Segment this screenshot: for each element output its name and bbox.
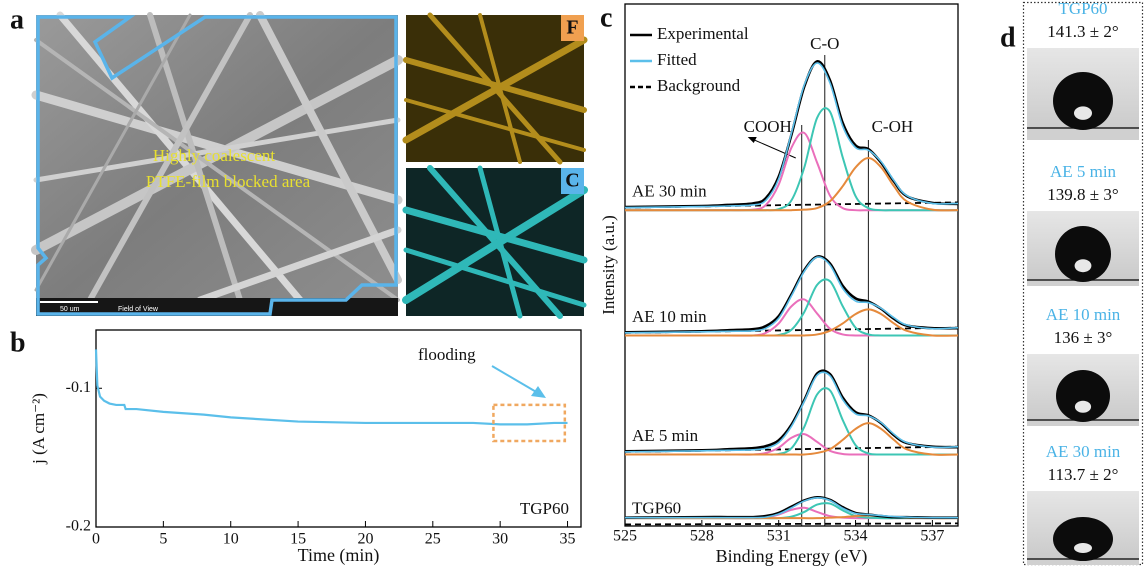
scale-bar-label: 50 um	[60, 306, 80, 313]
x-tick-label: 0	[92, 531, 100, 548]
sample-name: AE 5 min	[1050, 162, 1117, 181]
x-tick-label: 30	[492, 531, 508, 548]
background-line	[625, 523, 958, 524]
droplet	[1055, 226, 1111, 282]
component-label: COOH	[744, 117, 792, 136]
panel-label: d	[1000, 22, 1016, 53]
y-tick-label: -0.1	[66, 379, 91, 396]
axes-frame	[96, 330, 581, 527]
droplet	[1056, 370, 1110, 422]
annotation: flooding	[418, 345, 476, 364]
x-axis-title: Time (min)	[298, 545, 380, 566]
sem-image	[36, 15, 398, 316]
panel-a: a 50 um Field of View Highly coalescent …	[10, 4, 584, 316]
y-tick-label: -0.2	[66, 518, 91, 535]
sample-label: AE 5 min	[632, 426, 699, 445]
panel-label: b	[10, 327, 26, 358]
y-axis-title: Intensity (a.u.)	[599, 215, 618, 315]
x-tick-label: 525	[613, 528, 637, 545]
x-tick-label: 5	[159, 531, 167, 548]
component-label: C-O	[810, 34, 839, 53]
annotation-arrow	[492, 366, 538, 393]
data-line	[96, 349, 568, 424]
x-tick-label: 534	[844, 528, 868, 545]
figure: a 50 um Field of View Highly coalescent …	[0, 0, 1145, 567]
component-label: C-OH	[872, 117, 914, 136]
x-axis-title: Binding Energy (eV)	[716, 546, 868, 567]
map-label: F	[566, 17, 578, 39]
legend-label: Fitted	[657, 50, 697, 69]
contact-angle: 136 ± 3°	[1054, 328, 1113, 347]
legend-label: Background	[657, 76, 741, 95]
annotation: Highly coalescent	[153, 146, 276, 165]
sample-label: AE 30 min	[632, 181, 707, 200]
x-tick-label: 537	[920, 528, 944, 545]
contact-angle: 113.7 ± 2°	[1048, 465, 1119, 484]
droplet-highlight	[1075, 259, 1092, 272]
contact-angle: 141.3 ± 2°	[1047, 22, 1118, 41]
annotation-arrowhead	[531, 386, 546, 398]
x-tick-label: 528	[690, 528, 714, 545]
droplet-highlight	[1074, 543, 1092, 553]
x-tick-label: 35	[560, 531, 576, 548]
legend-label: Experimental	[657, 24, 749, 43]
contact-angle: 139.8 ± 3°	[1047, 185, 1118, 204]
sample-label: AE 10 min	[632, 307, 707, 326]
panel-label: c	[600, 2, 612, 33]
sample-name: AE 30 min	[1046, 442, 1121, 461]
annotation: PTFE-film blocked area	[146, 172, 311, 191]
y-axis-title: j (A cm⁻²)	[29, 393, 48, 465]
sample-label: TGP60	[632, 498, 681, 517]
droplet	[1053, 517, 1113, 561]
page: { "panel_a": { "label": "a", "annotation…	[0, 0, 1145, 567]
info-label: Field of View	[118, 306, 159, 313]
map-label: C	[565, 170, 579, 192]
sample-name: AE 10 min	[1046, 305, 1121, 324]
droplet	[1053, 72, 1113, 130]
sample-name: TGP60	[1058, 0, 1107, 18]
x-tick-label: 25	[425, 531, 441, 548]
x-tick-label: 10	[223, 531, 239, 548]
annotation: TGP60	[520, 499, 569, 518]
panel-label: a	[10, 4, 24, 35]
droplet-highlight	[1075, 401, 1091, 413]
droplet-highlight	[1074, 106, 1092, 120]
x-tick-label: 531	[767, 528, 791, 545]
